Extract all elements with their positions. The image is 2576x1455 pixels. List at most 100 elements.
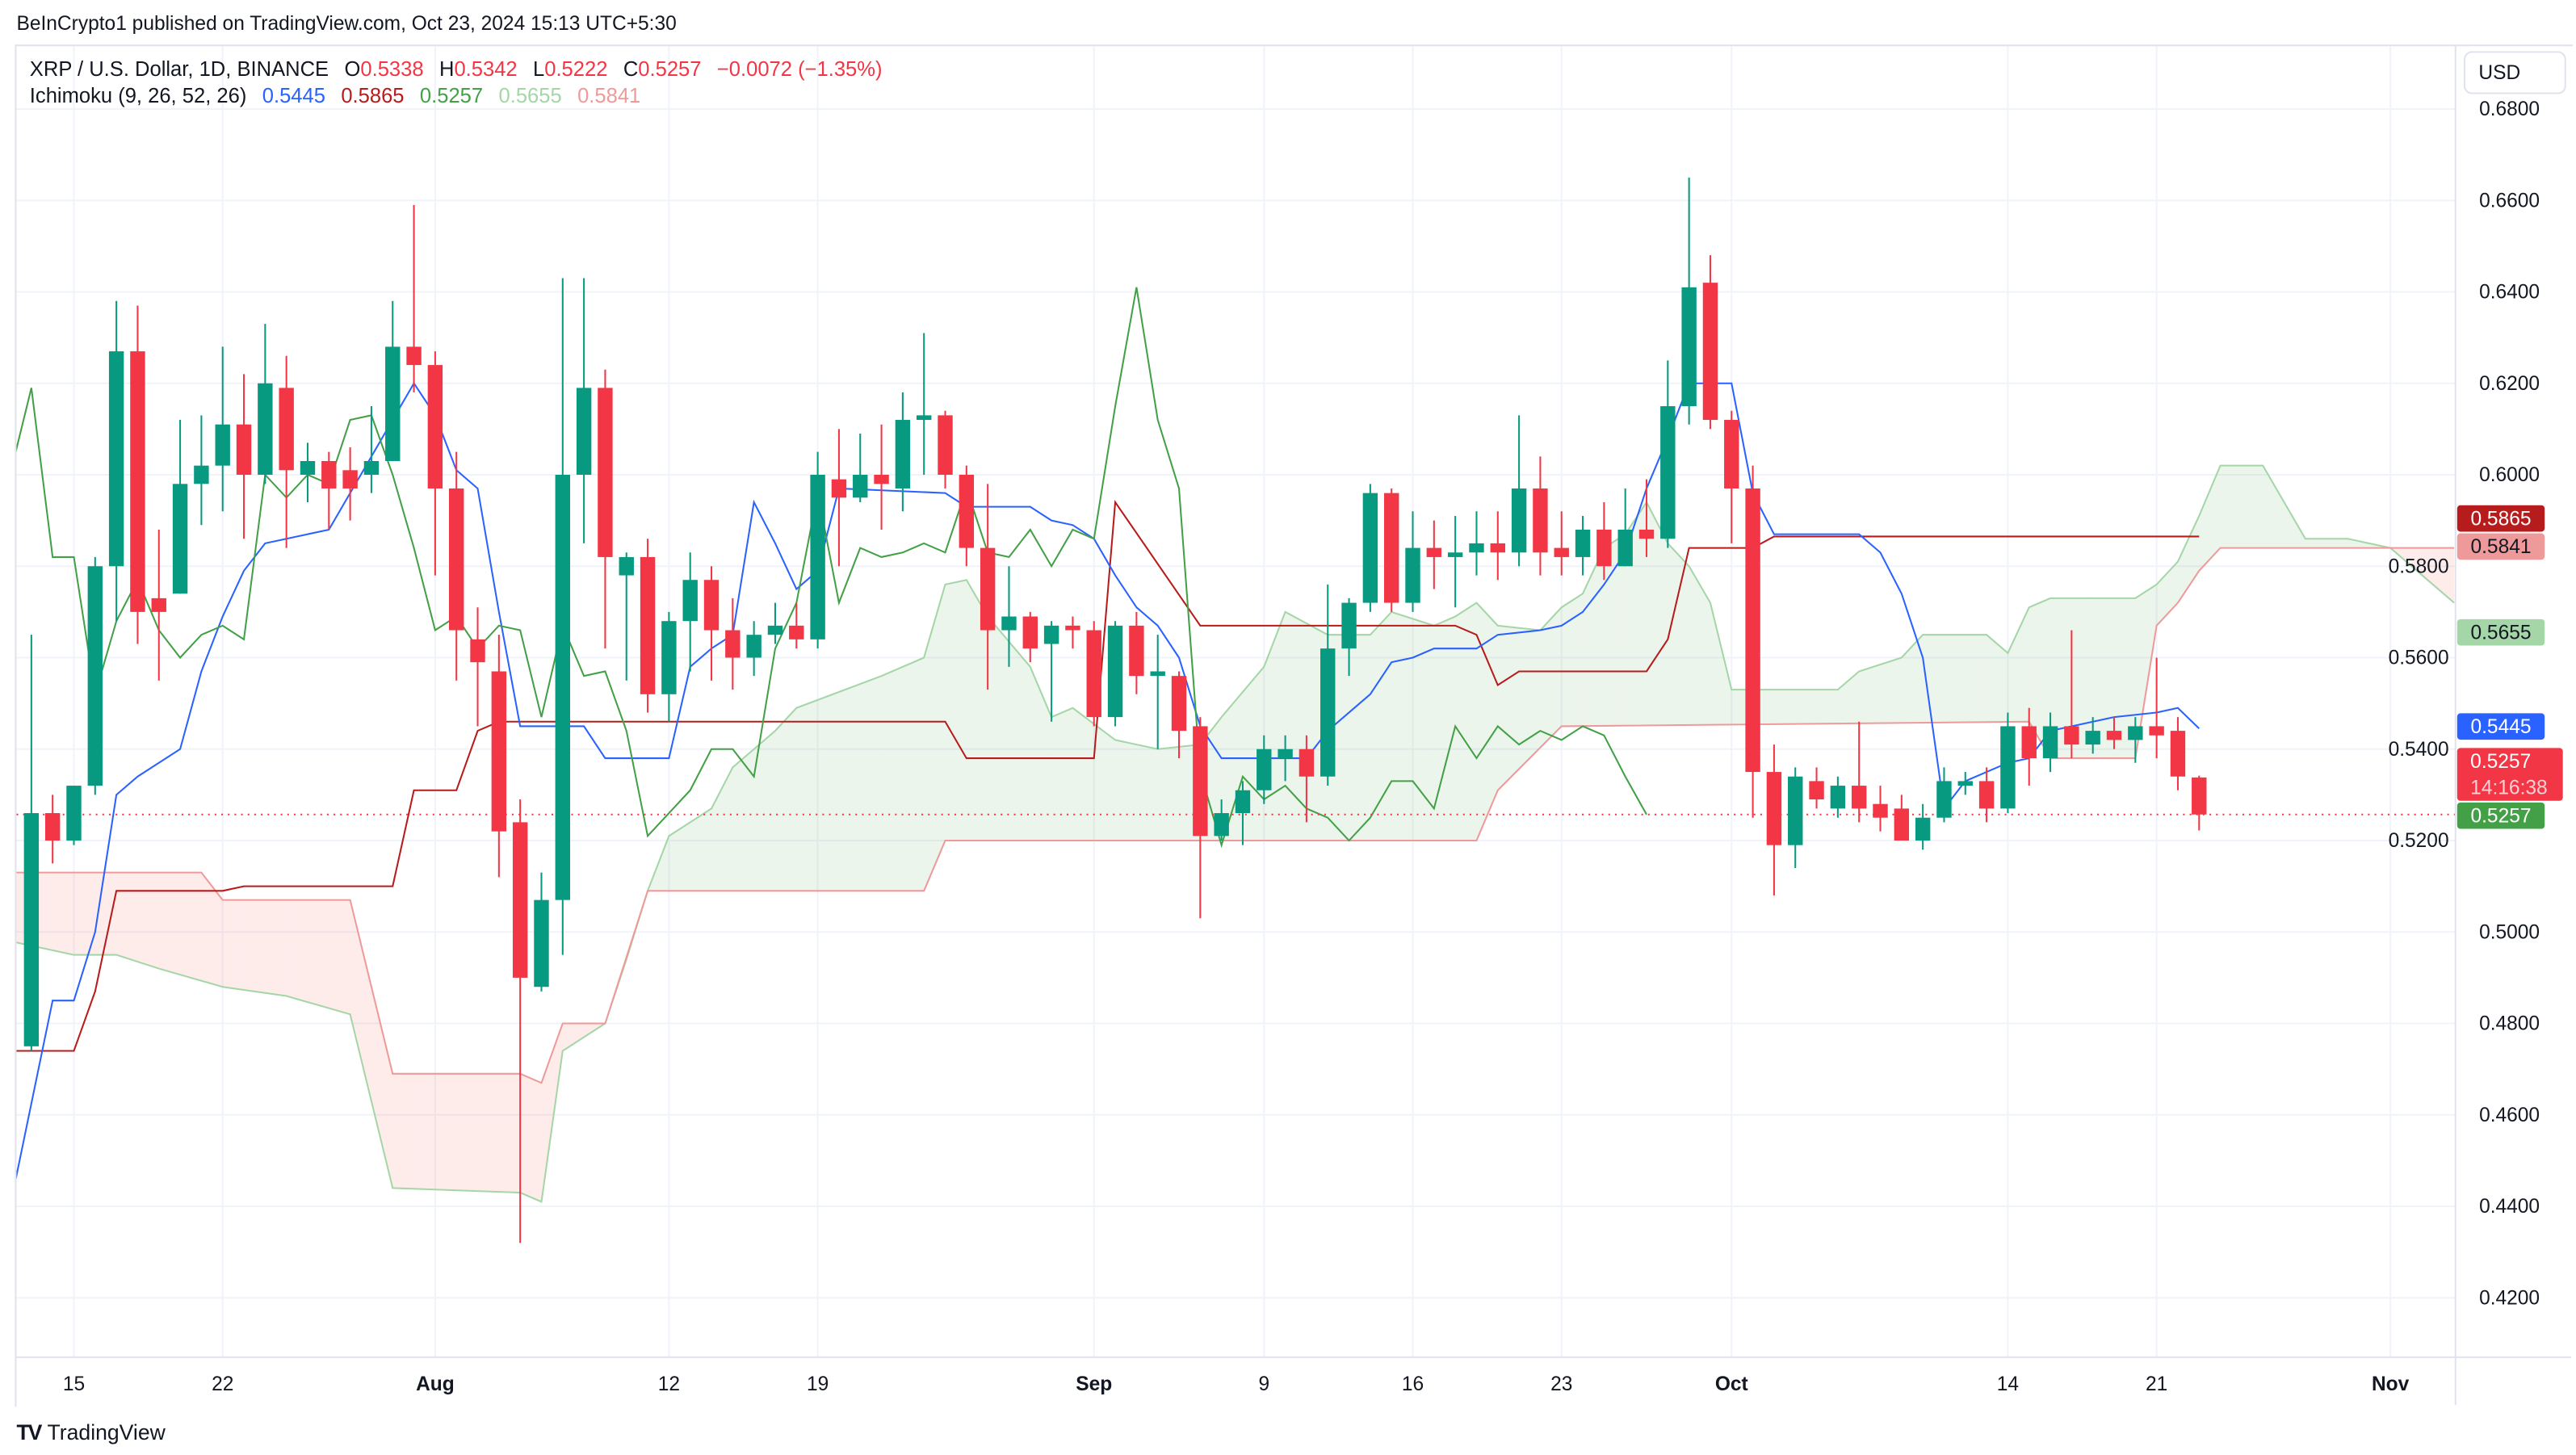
currency-button[interactable]: USD [2463,51,2566,94]
cloud-segment [966,580,988,841]
tradingview-logo[interactable]: TV TradingView [16,1420,165,1445]
candle-body [363,460,380,475]
candle [1915,803,1931,850]
candle [2128,717,2143,763]
y-tick-label: 0.6600 [2479,190,2540,212]
cloud-segment [1370,611,1392,841]
candle-body [2170,731,2186,777]
cloud-segment [1093,723,1116,841]
high-label: H [438,57,455,82]
candle [66,786,82,845]
candle [1575,515,1591,576]
cloud-segment [392,1073,414,1189]
cloud-segment [2199,465,2221,571]
candle-body [491,671,507,832]
cloud-segment [902,657,925,891]
candle-body [1533,488,1548,553]
candle [640,539,656,713]
candle [1341,598,1357,677]
candle [2064,630,2079,759]
candle [576,278,592,543]
candle [1362,484,1378,612]
candle-body [703,580,720,631]
candle-body [385,346,401,461]
candle-body [1617,529,1633,567]
cloud-segment [434,1073,457,1191]
candle [300,442,316,502]
kijun-value: 0.5865 [341,84,405,107]
candle-body [151,598,166,612]
cloud-segment [2347,539,2369,548]
x-tick-label: 14 [1997,1373,2019,1395]
candle [279,355,294,548]
candle-body [427,365,443,488]
candle-body [1405,547,1420,603]
candle [1830,776,1846,818]
candle-body [1086,630,1101,718]
close-value: 0.5257 [638,57,702,82]
candle-body [1278,748,1293,759]
x-tick-label: 9 [1258,1373,1269,1395]
candle-body [66,786,82,841]
y-tick-label: 0.5800 [2389,556,2449,577]
cloud-segment [1519,627,1541,769]
candle-body [1575,529,1591,557]
cloud-segment [329,899,350,1015]
candle [1978,767,1995,823]
candle [151,529,166,681]
candle-body [1554,547,1569,557]
candle-body [1214,813,1229,837]
cloud-segment [1285,611,1307,841]
candle [363,406,380,493]
cloud-segment [1412,618,1434,841]
chart-frame [15,44,2573,1407]
candle-body [725,630,740,658]
cloud-segment [1009,641,1030,841]
cloud-segment [265,899,287,996]
candle [938,410,953,488]
tenkan-sen-line [16,381,2200,1180]
candle-body [1235,790,1251,814]
cloud-segment [1030,666,1052,841]
candle [108,300,124,622]
ichimoku-legend[interactable]: Ichimoku (9, 26, 52, 26) 0.5445 0.5865 0… [30,84,651,107]
candle-body [1043,625,1059,644]
candle-body [1193,726,1208,837]
candle-body [215,424,230,466]
low-value: 0.5222 [544,57,608,82]
candle-body [1511,488,1527,553]
y-tick-label: 0.4800 [2479,1013,2540,1035]
cloud-segment [2284,501,2305,548]
cloud-segment [2114,598,2136,759]
candle-body [1001,616,1017,631]
candle [215,346,230,512]
candle [1129,611,1144,694]
candle [449,451,464,681]
candle-body [512,822,528,978]
candle-body [1830,786,1846,809]
candle-body [279,388,294,471]
candle [725,598,740,690]
cloud-segment [2050,598,2072,759]
cloud-segment [1795,690,1817,724]
chikou-price-badge: 0.5257 [2456,802,2545,829]
cloud-segment [350,899,371,1101]
candle-body [342,470,358,488]
candle-body [767,625,783,635]
cloud-segment [1115,740,1137,841]
candle-body [959,474,975,548]
cloud-segment [881,666,903,891]
y-tick-label: 0.5000 [2479,921,2540,943]
candle-body [661,621,677,694]
x-tick-label: 22 [212,1373,233,1395]
cloud-segment [1689,566,1710,725]
cloud-segment [1072,707,1094,841]
cloud-segment [73,872,95,955]
symbol-legend[interactable]: XRP / U.S. Dollar, 1D, BINANCE O0.5338 H… [30,58,892,82]
candle [1851,721,1867,823]
candle-body [258,383,273,475]
cloud-segment [413,1073,435,1190]
candle-body [406,346,422,366]
cloud-segment [2263,465,2284,548]
